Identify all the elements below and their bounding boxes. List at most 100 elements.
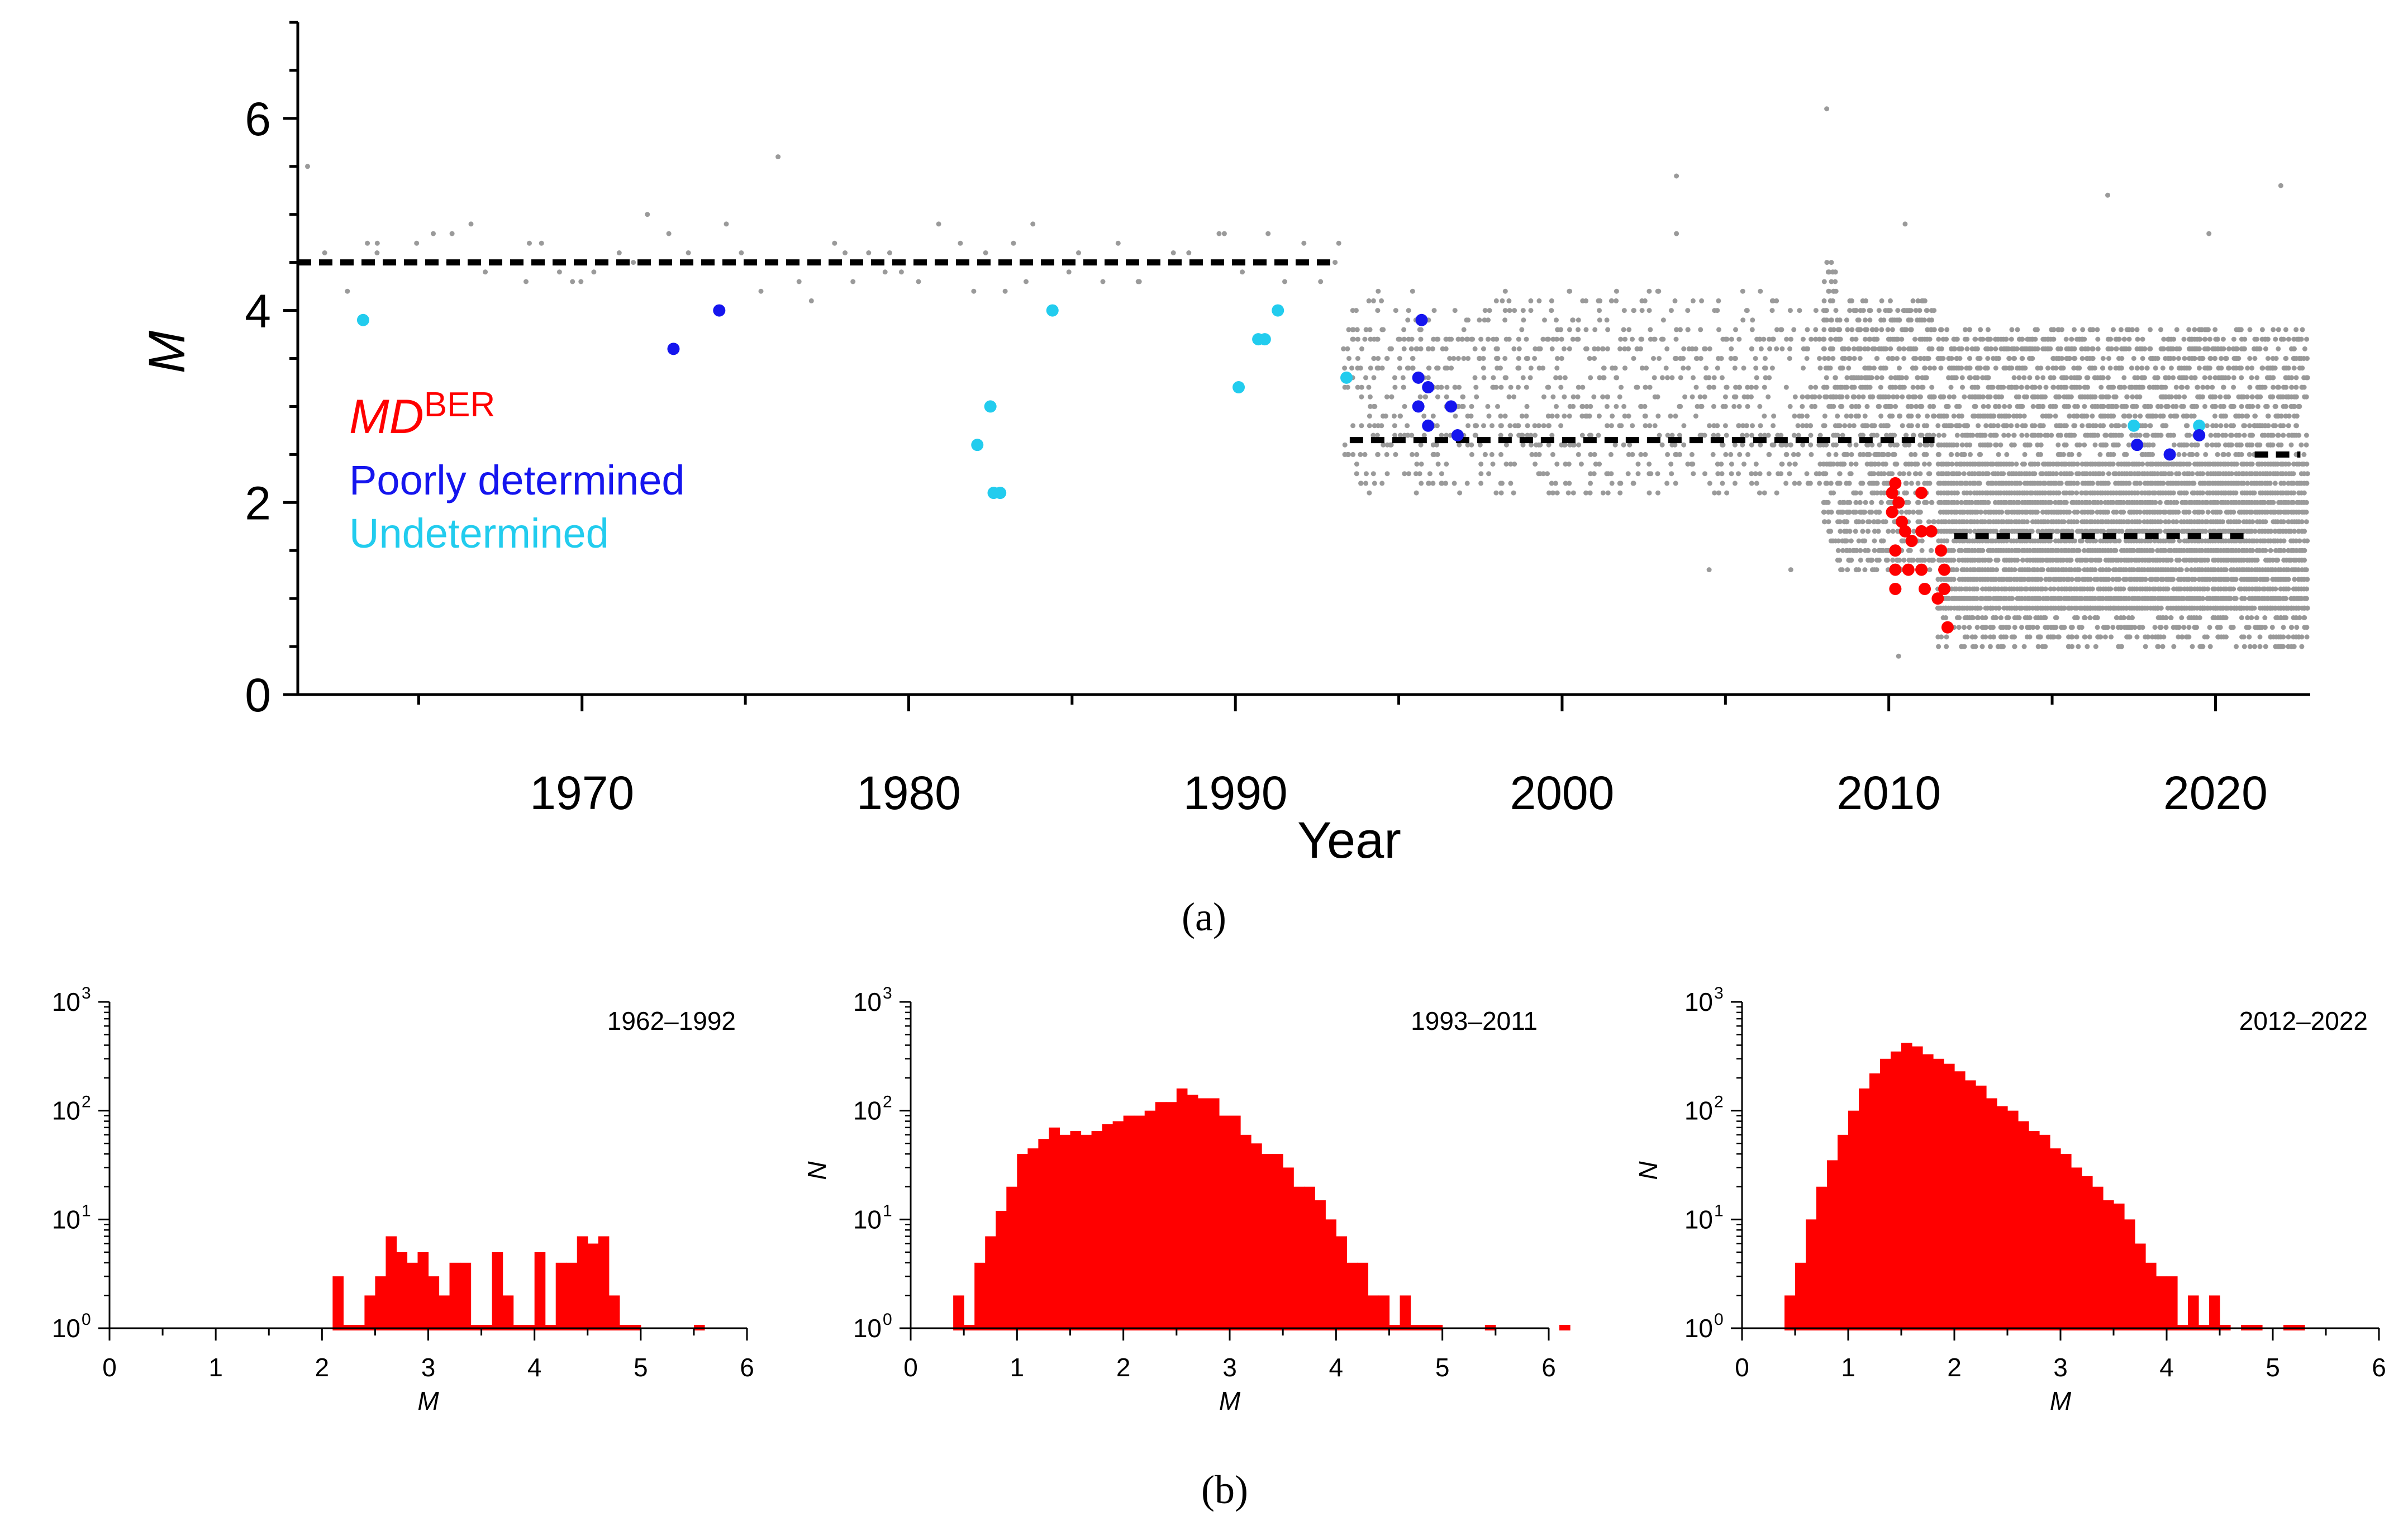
event-point	[1550, 451, 1555, 457]
event-point	[1990, 384, 1996, 390]
event-point	[1473, 384, 1479, 390]
event-point	[2171, 490, 2176, 496]
event-point	[2200, 471, 2206, 477]
event-point	[1740, 288, 1745, 294]
event-point	[1635, 384, 1640, 390]
event-point	[1758, 346, 1764, 351]
event-point	[1853, 490, 1859, 496]
event-point	[2142, 346, 2148, 351]
event-point	[1699, 403, 1705, 409]
event-point	[1940, 394, 1946, 400]
event-point	[1871, 471, 1877, 477]
event-point	[1844, 375, 1850, 381]
event-point	[1796, 481, 1802, 486]
event-point	[2113, 548, 2119, 553]
event-point	[2168, 557, 2174, 563]
event-point	[1745, 451, 1750, 457]
event-point	[1857, 500, 1863, 505]
event-point	[2170, 346, 2176, 351]
event-point	[1604, 403, 1610, 409]
event-point	[1872, 548, 1877, 553]
event-point	[686, 250, 691, 255]
event-point	[1821, 327, 1827, 332]
event-point	[1745, 384, 1750, 390]
event-point	[1722, 394, 1728, 400]
event-point	[1536, 442, 1541, 448]
event-point	[2092, 394, 2098, 400]
event-point	[1455, 356, 1461, 361]
event-point	[2035, 567, 2040, 573]
event-point	[1563, 462, 1568, 467]
event-point	[1765, 394, 1771, 400]
event-point	[2063, 336, 2069, 342]
event-point	[1697, 394, 1703, 400]
event-point	[2102, 442, 2108, 448]
event-point	[1927, 365, 1933, 371]
event-point	[2011, 375, 2017, 381]
event-point	[1924, 500, 1929, 505]
event-point	[2085, 644, 2090, 649]
event-point	[2153, 500, 2158, 505]
event-point	[2110, 500, 2116, 505]
event-point	[1863, 317, 1868, 323]
event-point	[1959, 375, 1965, 381]
event-point	[808, 298, 814, 303]
event-point	[1906, 471, 1912, 477]
event-point	[1354, 327, 1360, 332]
event-point	[1359, 384, 1364, 390]
event-point	[1715, 462, 1720, 467]
event-point	[1828, 481, 1834, 486]
event-point	[2050, 336, 2056, 342]
event-point	[1959, 586, 1964, 592]
event-point	[2124, 394, 2130, 400]
event-point	[2114, 346, 2119, 351]
event-point	[2131, 356, 2136, 361]
event-point	[1876, 308, 1882, 313]
event-point	[2053, 625, 2059, 630]
event-point	[2163, 423, 2169, 429]
event-point	[2035, 375, 2040, 381]
event-point	[2108, 336, 2113, 342]
event-point	[1170, 250, 1176, 255]
event-point	[2040, 423, 2046, 429]
event-point	[1957, 356, 1963, 361]
event-point	[2176, 510, 2181, 515]
event-point	[1909, 327, 1914, 332]
event-point	[1967, 596, 1972, 601]
event-point	[1973, 644, 1978, 649]
event-point	[1430, 346, 1435, 351]
event-point	[2024, 432, 2030, 438]
event-point	[1977, 356, 1983, 361]
event-point	[2155, 356, 2160, 361]
event-point	[1938, 327, 1943, 332]
event-point	[2100, 567, 2106, 573]
event-point	[2194, 625, 2200, 630]
event-point	[1915, 384, 1921, 390]
event-point	[1549, 481, 1554, 486]
event-point	[1355, 384, 1360, 390]
event-point	[2072, 327, 2077, 332]
event-point	[2055, 442, 2061, 448]
event-point	[1376, 356, 1381, 361]
event-point	[1427, 471, 1433, 477]
event-point	[1567, 481, 1572, 486]
event-point	[1895, 394, 1900, 400]
event-point	[1993, 365, 1998, 371]
event-point	[1867, 451, 1872, 457]
event-point	[1804, 423, 1810, 429]
event-point	[1591, 471, 1597, 477]
event-point	[1540, 471, 1546, 477]
event-point	[345, 288, 350, 294]
event-point	[1417, 471, 1422, 477]
event-point	[2002, 403, 2007, 409]
event-point	[1749, 327, 1755, 332]
event-point	[2171, 644, 2177, 649]
event-point	[1421, 413, 1427, 419]
event-point	[1825, 500, 1831, 505]
event-point	[1410, 365, 1416, 371]
event-point	[1936, 432, 1941, 438]
event-point	[1991, 423, 1996, 429]
event-point	[1800, 423, 1805, 429]
event-point	[1457, 442, 1462, 448]
event-point	[1816, 442, 1822, 448]
